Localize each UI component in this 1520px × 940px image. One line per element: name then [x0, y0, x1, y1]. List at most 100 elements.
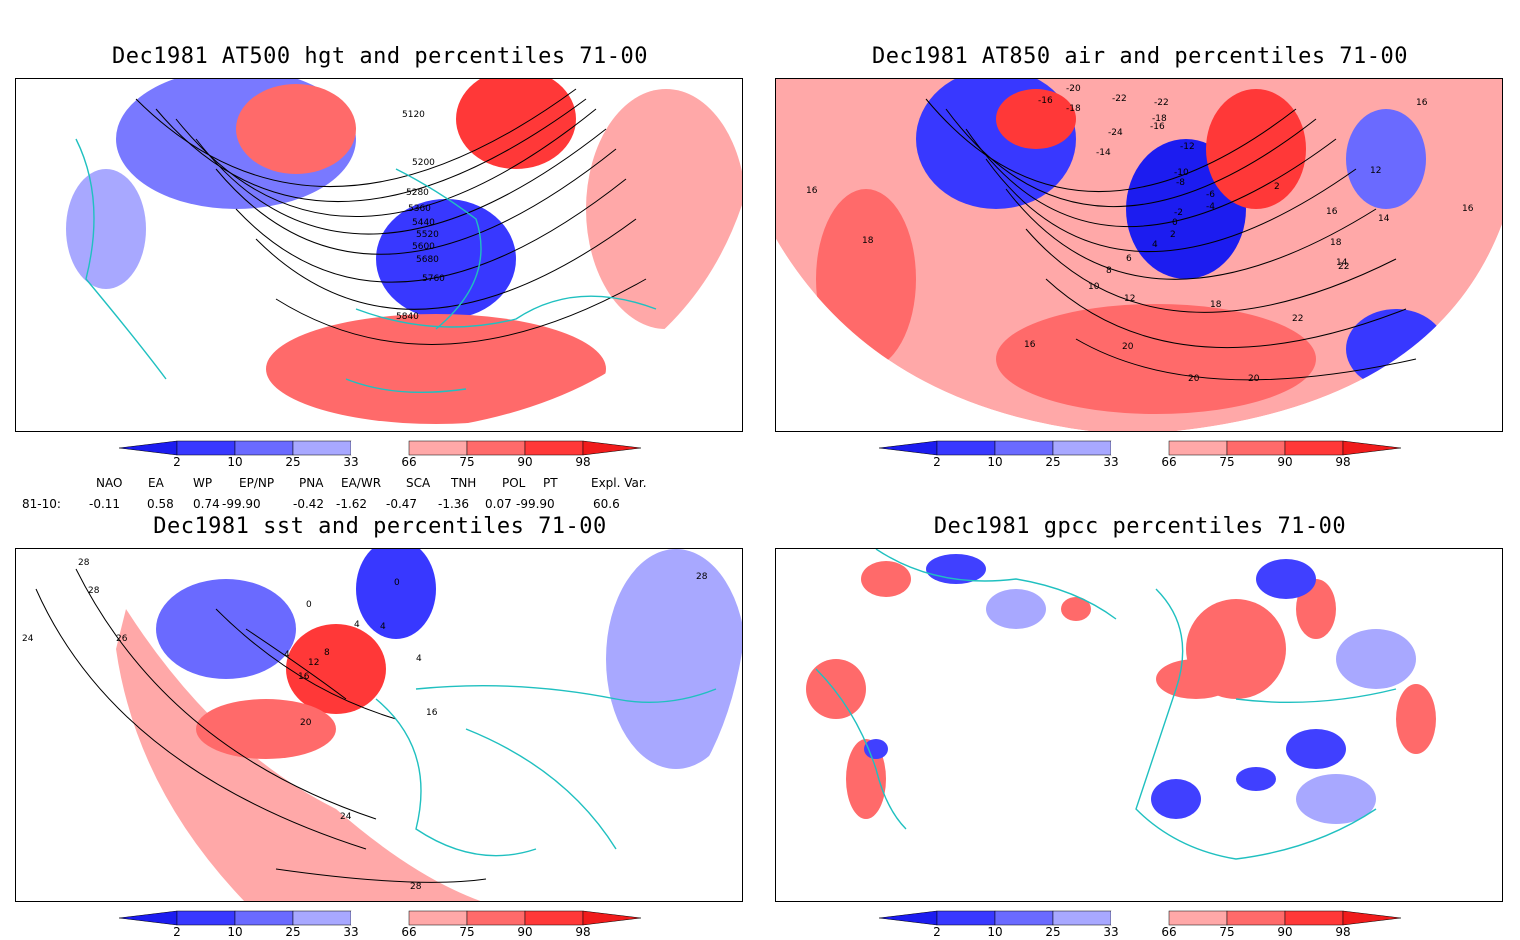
colorbar-segment [1284, 440, 1344, 456]
colorbar-label: 33 [1103, 455, 1118, 466]
contour-label: 4 [284, 650, 290, 660]
index-value: -0.47 [386, 497, 418, 511]
colorbar-segment [1284, 910, 1344, 926]
index-header: PT [543, 476, 558, 490]
contour-label: 5360 [408, 204, 431, 214]
colorbar-label: 98 [575, 925, 590, 936]
contour-label: 16 [1416, 98, 1428, 108]
contour-label: -2 [1174, 208, 1183, 218]
index-value: 0.58 [147, 497, 174, 511]
colorbar-label: 75 [459, 455, 474, 466]
colorbar-segment [1226, 440, 1286, 456]
colorbar-label: 75 [1219, 925, 1234, 936]
contour-label: 16 [1326, 207, 1338, 217]
panel-title-air: Dec1981 AT850 air and percentiles 71-00 [871, 44, 1409, 69]
colorbar-segment [292, 440, 352, 456]
colorbar-label: 98 [1335, 455, 1350, 466]
contour-label: 22 [1338, 262, 1349, 272]
colorbar-segment [936, 910, 996, 926]
index-value: -99.90 [516, 497, 555, 511]
contour-label: -20 [1066, 84, 1081, 94]
colorbar-label: 66 [401, 455, 416, 466]
contour-label: 10 [1088, 282, 1100, 292]
contour-label: 6 [1126, 254, 1132, 264]
contour-label: 12 [1124, 294, 1135, 304]
contour-label: 8 [1106, 266, 1112, 276]
contour-label: 28 [88, 586, 100, 596]
contour-label: -6 [1206, 190, 1215, 200]
index-value: 60.6 [593, 497, 620, 511]
contour-label: 0 [1172, 218, 1178, 228]
colorbar-arrow-low [118, 910, 178, 926]
colorbar-label: 2 [933, 925, 941, 936]
colorbar-segment [408, 440, 468, 456]
contour-label: 5760 [422, 274, 445, 284]
colorbar-label: 90 [1277, 925, 1292, 936]
contour-label: 28 [410, 882, 422, 892]
colorbar-arrow-low [118, 440, 178, 456]
contour-label: 14 [1378, 214, 1390, 224]
colorbar-label: 33 [343, 925, 358, 936]
contour-label: -8 [1176, 178, 1185, 188]
index-value: 0.74 [193, 497, 220, 511]
colorbar-segment [994, 440, 1054, 456]
colorbar-label: 90 [517, 455, 532, 466]
index-value: -1.62 [336, 497, 368, 511]
contour-label: 12 [308, 658, 319, 668]
colorbar-arrow-low [878, 440, 938, 456]
index-header: EA/WR [341, 476, 382, 490]
colorbar-segment [936, 440, 996, 456]
panel-title-sst: Dec1981 sst and percentiles 71-00 [153, 514, 607, 539]
map-panel-air: -20 -16 -18 -22 -22 -18 -16 -24 -14 -12 … [775, 78, 1503, 432]
colorbar-label: 33 [343, 455, 358, 466]
colorbar-label: 10 [227, 455, 242, 466]
colorbar-segment [524, 440, 584, 456]
contour-label: -18 [1152, 114, 1167, 124]
contour-label: 2 [1170, 230, 1176, 240]
colorbar-segment [524, 910, 584, 926]
colorbar-segment [1168, 910, 1228, 926]
contour-label: 16 [426, 708, 438, 718]
contour-label: 2 [1274, 182, 1280, 192]
contour-label: 18 [1210, 300, 1222, 310]
contour-label: 5600 [412, 242, 435, 252]
index-row-label: 81-10: [22, 497, 61, 511]
contour-labels-air: -20 -16 -18 -22 -22 -18 -16 -24 -14 -12 … [806, 84, 1474, 384]
colorbar-label: 10 [987, 455, 1002, 466]
contour-label: -24 [1108, 128, 1123, 138]
contour-label: 4 [354, 620, 360, 630]
index-header: Expl. Var. [591, 476, 647, 490]
contour-labels-sst: 28 28 24 26 0 0 4 4 4 8 12 16 20 16 24 2… [22, 558, 708, 892]
index-header: WP [193, 476, 213, 490]
contour-label: 5200 [412, 158, 435, 168]
colorbar-air: 2 10 25 33 66 75 90 98 [878, 440, 1402, 466]
colorbar-label: 2 [173, 925, 181, 936]
contour-label: 0 [394, 578, 400, 588]
contour-label: -16 [1038, 96, 1053, 106]
index-header: PNA [299, 476, 324, 490]
contour-label: -22 [1154, 98, 1169, 108]
contour-label: 20 [1248, 374, 1260, 384]
contour-label: 5440 [412, 218, 435, 228]
colorbar-label: 75 [1219, 455, 1234, 466]
contour-label: -18 [1066, 104, 1081, 114]
colorbar-label: 10 [987, 925, 1002, 936]
index-header: TNH [451, 476, 477, 490]
contour-label: 4 [1152, 240, 1158, 250]
colorbar-label: 66 [1161, 455, 1176, 466]
colorbar-label: 98 [1335, 925, 1350, 936]
colorbar-label: 33 [1103, 925, 1118, 936]
index-value: -0.42 [293, 497, 325, 511]
map-gpcc-canvas [806, 549, 1436, 860]
colorbar-segment [234, 440, 294, 456]
colorbar-label: 66 [1161, 925, 1176, 936]
contour-label: 5520 [416, 230, 439, 240]
colorbar-segment [1052, 910, 1112, 926]
colorbar-label: 25 [285, 455, 300, 466]
index-header: NAO [96, 476, 123, 490]
colorbar-label: 25 [1045, 925, 1060, 936]
map-hgt-canvas: 5120 5200 5280 5360 5440 5520 5600 5680 … [16, 79, 742, 431]
contour-labels-hgt: 5120 5200 5280 5360 5440 5520 5600 5680 … [396, 110, 445, 322]
contour-label: 4 [416, 654, 422, 664]
contour-label: 16 [298, 672, 310, 682]
